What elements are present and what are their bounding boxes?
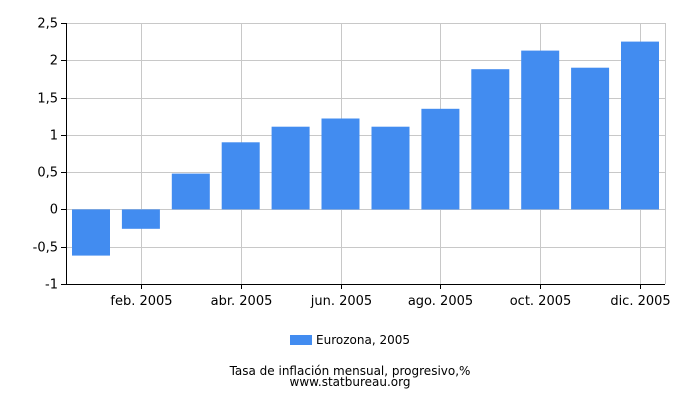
bar [371,126,410,210]
bar [421,108,460,210]
bar [171,173,210,210]
y-axis-labels: 2,5 2 1,5 1 0,5 0 -0,5 -1 [33,17,58,293]
x-tick-label: jun. 2005 [310,294,372,309]
source-url: www.statbureau.org [289,375,411,389]
y-tick-label: 0 [50,203,58,218]
chart-caption: Tasa de inflación mensual, progresivo,% [229,364,471,378]
bar [621,41,659,210]
legend: Eurozona, 2005 [0,333,700,347]
bar [121,209,160,229]
bars [72,41,659,256]
x-tick-label: ago. 2005 [408,294,473,309]
x-tick-label: dic. 2005 [610,294,670,309]
y-tick-label: 1,5 [37,92,58,107]
bar [571,67,610,210]
y-tick-label: 0,5 [37,166,58,181]
bar [271,126,310,210]
x-tick-label: oct. 2005 [510,294,572,309]
y-tick-label: 1 [50,129,58,144]
x-axis-labels: feb. 2005 abr. 2005 jun. 2005 ago. 2005 oct.… [110,294,670,309]
x-tick-label: feb. 2005 [110,294,172,309]
legend-label: Eurozona, 2005 [316,333,410,347]
legend-swatch [290,334,313,345]
bar [72,209,110,256]
bar [471,69,510,210]
y-tick-label: 2 [50,54,58,69]
bar [221,142,260,210]
bar [321,118,360,210]
y-tick-label: -1 [45,278,58,293]
y-tick-label: -0,5 [33,241,58,256]
bar [521,50,560,210]
axes [61,23,665,289]
y-tick-label: 2,5 [37,17,58,32]
x-tick-label: abr. 2005 [211,294,273,309]
